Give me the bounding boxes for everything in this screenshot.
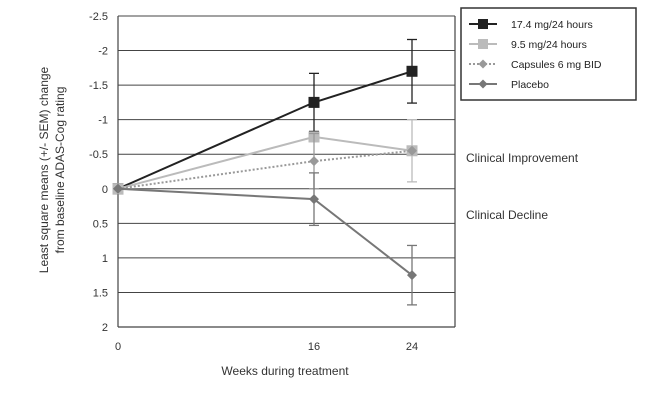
series-line	[117, 70, 413, 190]
legend-item: 9.5 mg/24 hours	[469, 39, 587, 51]
legend: 17.4 mg/24 hours 9.5 mg/24 hours Capsules …	[460, 7, 637, 101]
x-tick-label: 16	[308, 341, 320, 353]
series-2	[113, 132, 417, 194]
y-tick-label: 0	[102, 184, 108, 196]
y-axis-title: Least square means (+/- SEM) change from…	[37, 66, 67, 273]
data-point	[308, 96, 320, 108]
x-tick-label: 0	[115, 341, 121, 353]
legend-marker	[478, 79, 488, 89]
y-tick-label: -0.5	[89, 149, 108, 161]
y-tick-label: -2	[98, 46, 108, 58]
y-tick-label: 0.5	[93, 218, 108, 230]
legend-item: 17.4 mg/24 hours	[469, 19, 593, 31]
series-3	[113, 172, 417, 306]
axes	[117, 16, 456, 328]
data-point	[406, 65, 418, 77]
y-tick-label: 1	[102, 253, 108, 265]
annotation-clinical-improvement: Clinical Improvement	[466, 151, 579, 165]
legend-marker	[478, 19, 488, 29]
x-axis-title: Weeks during treatment	[221, 364, 349, 378]
series-0	[112, 38, 418, 195]
y-tick-label: 1.5	[93, 287, 108, 299]
legend-item: Placebo	[469, 79, 549, 91]
data-point	[113, 183, 123, 194]
legend-item: Capsules 6 mg BID	[469, 59, 602, 71]
tick-labels: -2.5-2-1.5-1-0.500.511.520 16 24	[89, 11, 418, 353]
y-tick-label: -1	[98, 115, 108, 127]
y-tick-label: 2	[102, 322, 108, 334]
grid	[118, 15, 455, 328]
series	[112, 38, 418, 306]
y-tick-label: -1.5	[89, 80, 108, 92]
x-tick-label: 24	[406, 341, 418, 353]
annotation-clinical-decline: Clinical Decline	[466, 208, 548, 222]
data-point	[309, 156, 319, 167]
legend-marker	[478, 39, 488, 49]
series-line	[117, 135, 413, 190]
legend-label: Placebo	[511, 79, 549, 91]
legend-label: 9.5 mg/24 hours	[511, 39, 587, 51]
data-point	[309, 194, 319, 205]
legend-label: Capsules 6 mg BID	[511, 59, 602, 71]
y-axis-title-line-2: from baseline ADAS-Cog rating	[53, 87, 67, 254]
y-tick-label: -2.5	[89, 11, 108, 23]
data-point	[407, 270, 417, 281]
legend-marker	[478, 59, 488, 69]
data-point	[407, 145, 417, 156]
series-line	[117, 187, 413, 276]
legend-label: 17.4 mg/24 hours	[511, 19, 593, 31]
y-axis-title-line-1: Least square means (+/- SEM) change	[37, 66, 51, 273]
